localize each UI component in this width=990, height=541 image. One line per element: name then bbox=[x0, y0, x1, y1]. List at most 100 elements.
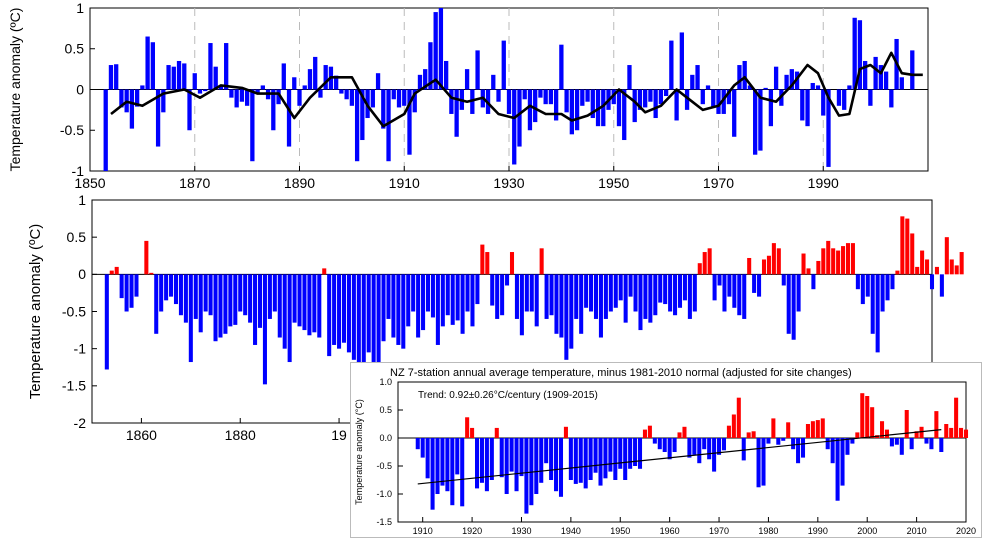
chart-3-nz-7-station: 1.0 0.5 0.0 -0.5 -1.0 -1.5 1910 1920 1930 1940 195… bbox=[354, 367, 976, 536]
bar bbox=[460, 274, 465, 334]
bar bbox=[761, 259, 767, 275]
bar bbox=[781, 274, 786, 286]
bar bbox=[234, 89, 239, 108]
bar bbox=[702, 438, 707, 450]
bar bbox=[425, 438, 430, 479]
bar bbox=[475, 50, 480, 90]
bar bbox=[847, 85, 852, 90]
bar bbox=[726, 89, 732, 105]
bar bbox=[616, 89, 622, 127]
bar bbox=[712, 274, 717, 301]
bar bbox=[327, 274, 332, 357]
bar bbox=[910, 50, 915, 90]
y-tick-label: 0 bbox=[76, 81, 84, 97]
bar bbox=[277, 274, 282, 338]
bar bbox=[297, 89, 302, 106]
bar bbox=[805, 424, 810, 438]
bar bbox=[674, 89, 679, 121]
bar bbox=[287, 274, 292, 363]
bar bbox=[218, 85, 224, 90]
bar bbox=[821, 248, 826, 275]
bar bbox=[317, 274, 322, 338]
bar bbox=[638, 274, 643, 331]
bar bbox=[415, 438, 420, 450]
bar bbox=[480, 244, 485, 275]
bar bbox=[727, 274, 732, 297]
bar bbox=[496, 89, 501, 102]
bar bbox=[608, 438, 613, 472]
bar bbox=[250, 89, 255, 162]
bar bbox=[633, 274, 638, 312]
bar bbox=[370, 89, 375, 108]
x-tick-label: 1970 bbox=[709, 526, 729, 536]
bar bbox=[894, 438, 899, 445]
bar bbox=[491, 74, 496, 90]
x-tick-label: 1910 bbox=[389, 175, 420, 191]
bar bbox=[890, 274, 895, 290]
bar bbox=[495, 274, 500, 319]
bar bbox=[475, 274, 480, 305]
bar bbox=[248, 274, 253, 323]
bar bbox=[297, 274, 302, 327]
bar bbox=[538, 89, 543, 98]
bar bbox=[653, 274, 658, 316]
bar bbox=[919, 426, 924, 438]
bar bbox=[717, 274, 722, 286]
bar bbox=[747, 257, 752, 275]
bar bbox=[574, 89, 580, 131]
bar bbox=[781, 438, 786, 441]
bar bbox=[761, 438, 766, 486]
bar bbox=[475, 438, 480, 489]
bar bbox=[253, 274, 258, 345]
bar bbox=[811, 274, 816, 290]
bar bbox=[831, 248, 836, 275]
bar bbox=[836, 250, 841, 275]
bar bbox=[402, 89, 407, 106]
bar bbox=[428, 42, 433, 90]
bar bbox=[282, 274, 287, 349]
bar bbox=[776, 248, 781, 275]
bar bbox=[323, 65, 328, 90]
bar bbox=[569, 274, 574, 349]
bar bbox=[657, 438, 662, 450]
x-tick-label: 1850 bbox=[74, 175, 105, 191]
bar bbox=[407, 89, 412, 155]
bar bbox=[613, 274, 618, 308]
bar bbox=[747, 85, 753, 90]
x-tick-label: 1920 bbox=[462, 526, 482, 536]
bar bbox=[791, 438, 796, 450]
bar bbox=[643, 89, 648, 108]
bar bbox=[173, 274, 179, 305]
x-tick-label: 1930 bbox=[511, 526, 531, 536]
bar bbox=[262, 274, 267, 385]
bar bbox=[569, 89, 574, 135]
bar bbox=[533, 89, 538, 123]
bar bbox=[470, 274, 475, 327]
bar bbox=[578, 438, 583, 483]
y-tick-label: 1.0 bbox=[379, 377, 392, 387]
x-tick-label: 1980 bbox=[758, 526, 778, 536]
bar bbox=[721, 438, 727, 451]
bar bbox=[445, 438, 450, 492]
bar bbox=[895, 270, 900, 275]
bar bbox=[673, 274, 678, 316]
bar bbox=[712, 438, 717, 472]
bar bbox=[929, 274, 935, 290]
bar bbox=[440, 438, 445, 486]
x-tick-label: 1860 bbox=[126, 427, 157, 443]
bar bbox=[721, 89, 726, 114]
bar bbox=[716, 89, 721, 114]
bar bbox=[726, 425, 731, 438]
bar bbox=[737, 274, 742, 316]
bar bbox=[766, 438, 771, 444]
x-tick-label: 1950 bbox=[610, 526, 630, 536]
y-tick-label: -1.0 bbox=[376, 489, 392, 499]
bar bbox=[934, 411, 939, 438]
bar bbox=[830, 438, 835, 464]
bar bbox=[815, 85, 821, 90]
bar bbox=[732, 89, 737, 137]
bar bbox=[633, 438, 638, 466]
bar bbox=[505, 274, 510, 286]
y-tick-label: 0.5 bbox=[379, 405, 392, 415]
